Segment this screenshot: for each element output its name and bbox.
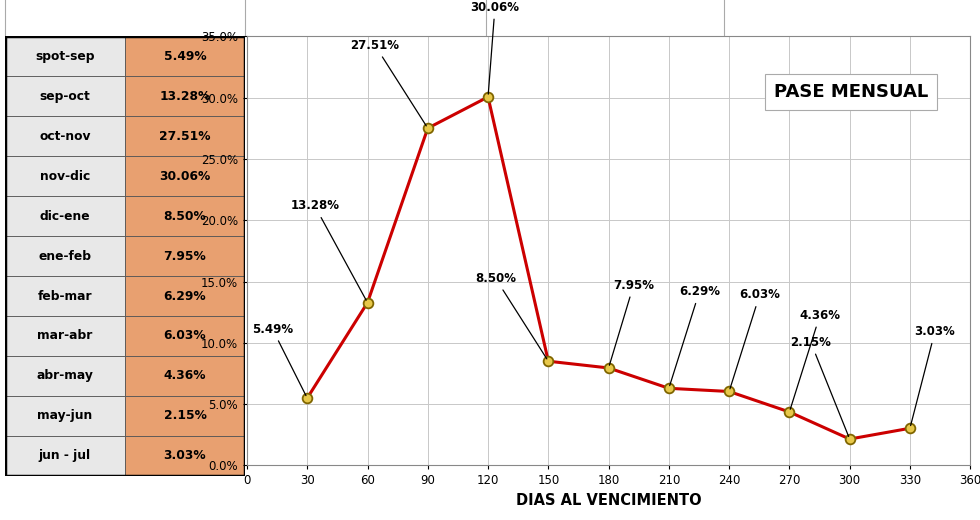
Bar	[5, 156, 125, 196]
Bar	[5, 356, 125, 396]
Bar	[5, 116, 125, 156]
Text: sep-oct: sep-oct	[39, 90, 90, 103]
Bar	[125, 116, 245, 156]
Text: 13.28%: 13.28%	[160, 90, 211, 103]
Text: 4.36%: 4.36%	[790, 309, 841, 409]
Text: 6.03%: 6.03%	[730, 288, 780, 389]
Text: 8.50%: 8.50%	[475, 272, 547, 359]
Bar	[125, 76, 245, 116]
Text: feb-mar: feb-mar	[37, 290, 92, 303]
Text: 2.15%: 2.15%	[164, 409, 207, 422]
Text: abr-may: abr-may	[36, 369, 93, 382]
Bar	[5, 236, 125, 276]
Bar	[125, 316, 245, 356]
X-axis label: DIAS AL VENCIMIENTO: DIAS AL VENCIMIENTO	[515, 493, 702, 508]
Text: jun - jul: jun - jul	[39, 449, 91, 462]
Bar	[5, 316, 125, 356]
Text: 7.95%: 7.95%	[610, 279, 654, 365]
Bar	[125, 156, 245, 196]
Bar	[125, 236, 245, 276]
Text: ene-feb: ene-feb	[38, 250, 91, 263]
Text: 7.95%: 7.95%	[164, 250, 207, 263]
Text: 4.36%: 4.36%	[164, 369, 206, 382]
Bar	[5, 36, 125, 76]
Text: may-jun: may-jun	[37, 409, 92, 422]
Bar	[5, 396, 125, 436]
Text: 2.15%: 2.15%	[790, 336, 849, 436]
Bar	[5, 196, 125, 236]
Bar	[125, 196, 245, 236]
Text: 6.29%: 6.29%	[669, 285, 720, 386]
Bar	[125, 276, 245, 316]
Text: 5.49%: 5.49%	[164, 50, 206, 63]
Text: dic-ene: dic-ene	[39, 210, 90, 223]
Text: 6.29%: 6.29%	[164, 290, 206, 303]
Bar	[125, 396, 245, 436]
Text: 8.50%: 8.50%	[164, 210, 207, 223]
Bar	[5, 436, 125, 476]
Text: mar-abr: mar-abr	[37, 330, 93, 343]
Text: nov-dic: nov-dic	[40, 170, 90, 183]
Text: 13.28%: 13.28%	[290, 199, 367, 300]
Text: spot-sep: spot-sep	[35, 50, 95, 63]
Text: 30.06%: 30.06%	[470, 1, 519, 94]
Text: 27.51%: 27.51%	[159, 130, 211, 143]
Text: 6.03%: 6.03%	[164, 330, 206, 343]
Text: 30.06%: 30.06%	[160, 170, 211, 183]
Text: 27.51%: 27.51%	[351, 39, 426, 126]
Bar	[5, 276, 125, 316]
Bar	[125, 436, 245, 476]
Text: 5.49%: 5.49%	[252, 322, 306, 396]
Text: 3.03%: 3.03%	[910, 325, 956, 425]
Text: 3.03%: 3.03%	[164, 449, 206, 462]
Bar	[5, 76, 125, 116]
Bar	[125, 36, 245, 76]
Text: PASE MENSUAL: PASE MENSUAL	[774, 83, 928, 101]
Bar	[125, 356, 245, 396]
Text: oct-nov: oct-nov	[39, 130, 91, 143]
